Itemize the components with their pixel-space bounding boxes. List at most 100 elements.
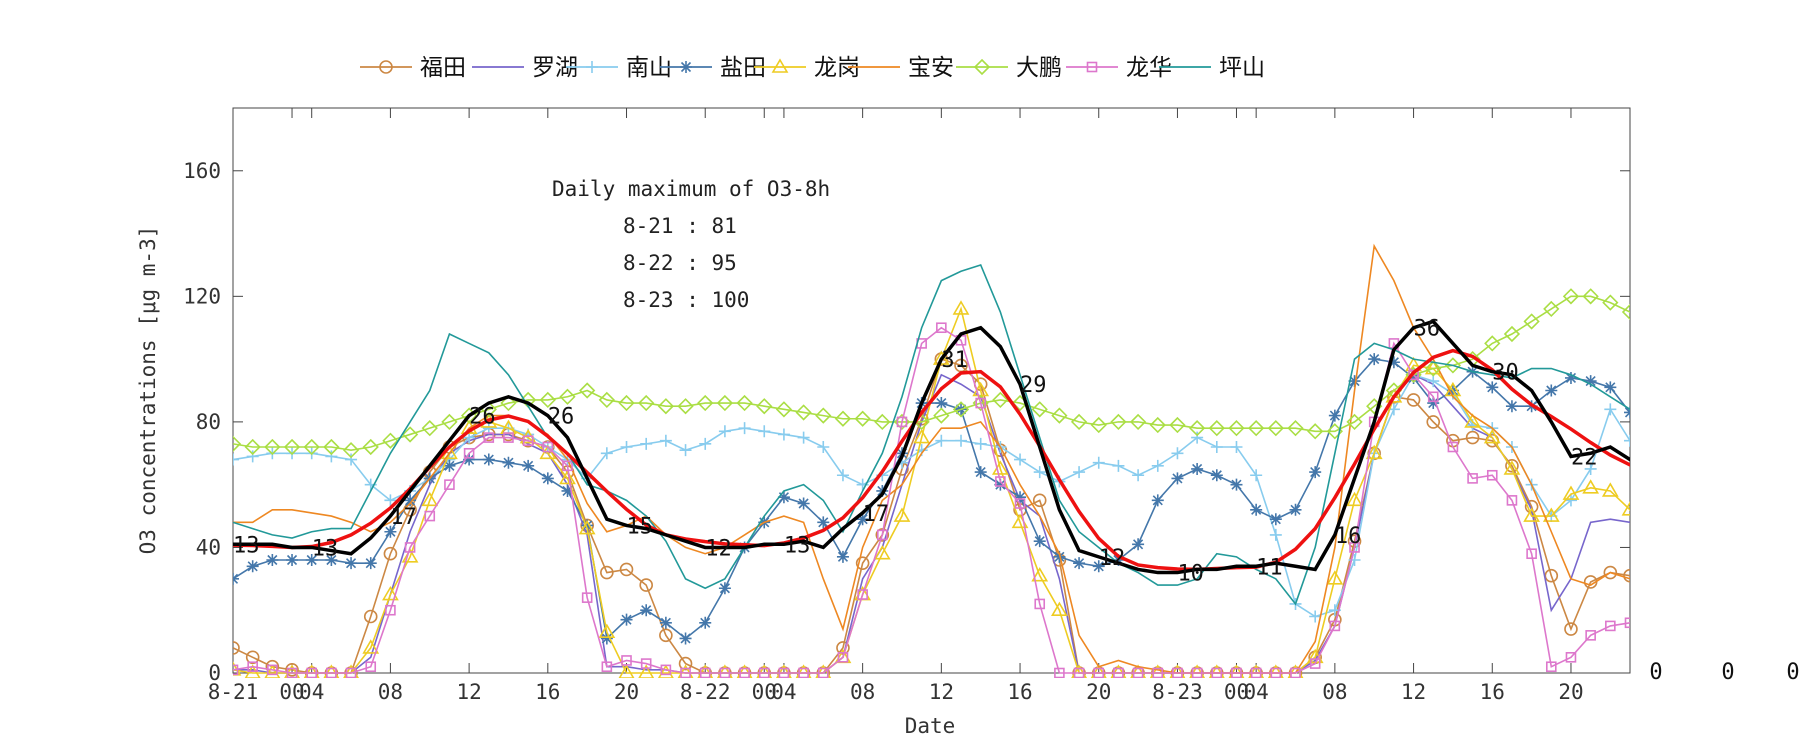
data-point bbox=[1584, 462, 1597, 475]
data-point bbox=[1663, 444, 1675, 456]
data-point bbox=[699, 437, 712, 450]
smoothed-line bbox=[233, 348, 1630, 572]
data-point bbox=[896, 416, 908, 428]
data-point bbox=[600, 632, 613, 645]
data-point bbox=[586, 61, 598, 73]
data-point bbox=[973, 58, 991, 76]
data-point bbox=[325, 450, 338, 463]
data-point bbox=[1623, 568, 1630, 583]
data-point bbox=[778, 667, 790, 678]
data-point bbox=[699, 616, 712, 629]
data-point bbox=[1425, 360, 1442, 377]
data-point bbox=[640, 604, 653, 617]
data-point bbox=[561, 484, 574, 497]
data-point bbox=[579, 382, 596, 399]
data-point bbox=[1230, 441, 1243, 453]
series-宝安 bbox=[233, 243, 1630, 674]
data-point bbox=[618, 394, 635, 412]
data-point bbox=[559, 388, 576, 405]
data-point bbox=[1093, 667, 1105, 678]
data-point bbox=[283, 438, 301, 456]
data-point bbox=[836, 469, 849, 482]
data-point bbox=[1130, 664, 1147, 678]
data-point bbox=[719, 667, 731, 678]
data-point bbox=[1051, 407, 1068, 424]
data-point bbox=[1762, 538, 1774, 550]
data-point bbox=[1722, 504, 1734, 516]
data-point bbox=[233, 453, 239, 466]
legend-item-福田: 福田 bbox=[360, 55, 466, 81]
data-point bbox=[1582, 479, 1600, 494]
data-point bbox=[362, 438, 379, 456]
data-point bbox=[342, 442, 360, 459]
data-point bbox=[1780, 493, 1794, 507]
data-point bbox=[1643, 528, 1657, 540]
y-tick-label: 160 bbox=[183, 159, 221, 183]
data-point bbox=[1780, 578, 1794, 590]
data-point bbox=[756, 664, 773, 678]
data-point bbox=[598, 391, 615, 409]
data-point bbox=[817, 667, 829, 678]
data-point bbox=[875, 528, 890, 542]
data-point bbox=[1132, 538, 1145, 551]
data-point bbox=[1584, 375, 1597, 388]
data-point bbox=[952, 300, 970, 315]
data-point bbox=[1742, 548, 1754, 560]
data-point bbox=[1526, 548, 1537, 560]
data-point bbox=[1328, 409, 1341, 422]
data-point bbox=[1483, 428, 1501, 444]
data-point bbox=[1722, 532, 1734, 544]
data-point bbox=[1683, 510, 1695, 522]
data-point bbox=[1365, 444, 1383, 460]
data-point bbox=[1503, 460, 1521, 475]
data-point bbox=[736, 664, 753, 678]
data-point bbox=[264, 438, 281, 456]
data-point bbox=[1092, 560, 1105, 573]
data-point bbox=[913, 428, 931, 444]
legend-label: 南山 bbox=[626, 55, 672, 81]
data-point bbox=[1349, 542, 1360, 553]
data-point bbox=[384, 525, 397, 538]
annotation-box: Daily maximum of O3-8h 8-21 : 81 8-22 : 95… bbox=[552, 177, 830, 312]
extra-label: 0 bbox=[1649, 660, 1662, 685]
data-point bbox=[382, 432, 399, 449]
data-point bbox=[834, 410, 852, 427]
series-line bbox=[233, 326, 1630, 674]
data-point bbox=[1231, 667, 1242, 678]
data-point bbox=[303, 664, 320, 678]
data-point bbox=[1662, 349, 1676, 363]
data-point bbox=[542, 441, 554, 453]
data-point bbox=[1250, 667, 1262, 678]
data-point bbox=[1601, 482, 1619, 497]
data-point bbox=[1703, 592, 1715, 604]
data-point bbox=[1408, 369, 1419, 381]
data-point bbox=[716, 394, 734, 412]
x-tick-label: 8-23 bbox=[1152, 680, 1203, 704]
data-point bbox=[247, 661, 258, 673]
data-point bbox=[659, 616, 672, 629]
legend-item-盐田: 盐田 bbox=[660, 55, 766, 81]
data-point bbox=[1385, 388, 1403, 403]
data-point bbox=[618, 664, 635, 678]
data-point bbox=[756, 398, 773, 415]
data-point bbox=[815, 407, 832, 424]
data-point bbox=[776, 664, 792, 678]
data-point bbox=[323, 438, 340, 456]
data-point bbox=[1112, 459, 1125, 472]
data-point bbox=[1210, 441, 1223, 453]
data-point bbox=[345, 667, 357, 678]
legend-item-大鹏: 大鹏 bbox=[956, 55, 1062, 81]
data-point bbox=[1208, 664, 1225, 678]
data-point bbox=[893, 507, 911, 522]
data-point bbox=[873, 545, 891, 560]
data-point bbox=[1228, 664, 1245, 678]
data-point bbox=[1744, 659, 1753, 668]
data-point bbox=[1683, 463, 1695, 475]
data-point bbox=[678, 656, 693, 671]
data-point bbox=[1050, 601, 1068, 617]
data-point bbox=[797, 431, 810, 444]
data-point bbox=[1034, 598, 1046, 610]
data-point bbox=[659, 628, 673, 643]
data-point bbox=[1250, 503, 1263, 516]
